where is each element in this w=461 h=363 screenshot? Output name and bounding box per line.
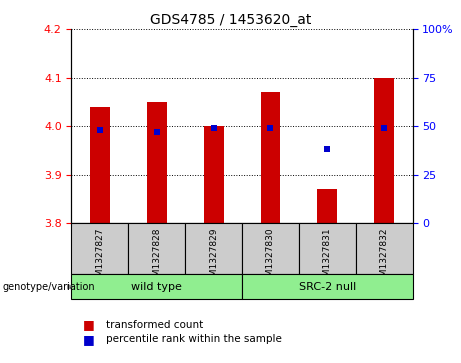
Bar: [374, 78, 394, 223]
Text: GSM1327828: GSM1327828: [152, 227, 161, 288]
Bar: [71, 274, 242, 299]
Text: genotype/variation: genotype/variation: [2, 282, 95, 292]
Bar: [260, 92, 280, 223]
Text: GSM1327832: GSM1327832: [380, 227, 389, 288]
Bar: [242, 274, 413, 299]
Text: wild type: wild type: [131, 282, 182, 292]
Text: GDS4785 / 1453620_at: GDS4785 / 1453620_at: [150, 13, 311, 27]
Text: ■: ■: [83, 318, 95, 331]
Text: transformed count: transformed count: [106, 320, 203, 330]
Text: GSM1327829: GSM1327829: [209, 227, 218, 288]
Bar: [317, 189, 337, 223]
Text: GSM1327827: GSM1327827: [95, 227, 104, 288]
Bar: [242, 223, 299, 274]
Bar: [356, 223, 413, 274]
Text: ■: ■: [83, 333, 95, 346]
Text: percentile rank within the sample: percentile rank within the sample: [106, 334, 282, 344]
Bar: [299, 223, 356, 274]
Text: SRC-2 null: SRC-2 null: [299, 282, 356, 292]
Bar: [204, 126, 224, 223]
Bar: [147, 102, 167, 223]
Bar: [71, 223, 128, 274]
Bar: [185, 223, 242, 274]
Text: GSM1327830: GSM1327830: [266, 227, 275, 288]
Bar: [128, 223, 185, 274]
Text: GSM1327831: GSM1327831: [323, 227, 332, 288]
Bar: [90, 107, 110, 223]
